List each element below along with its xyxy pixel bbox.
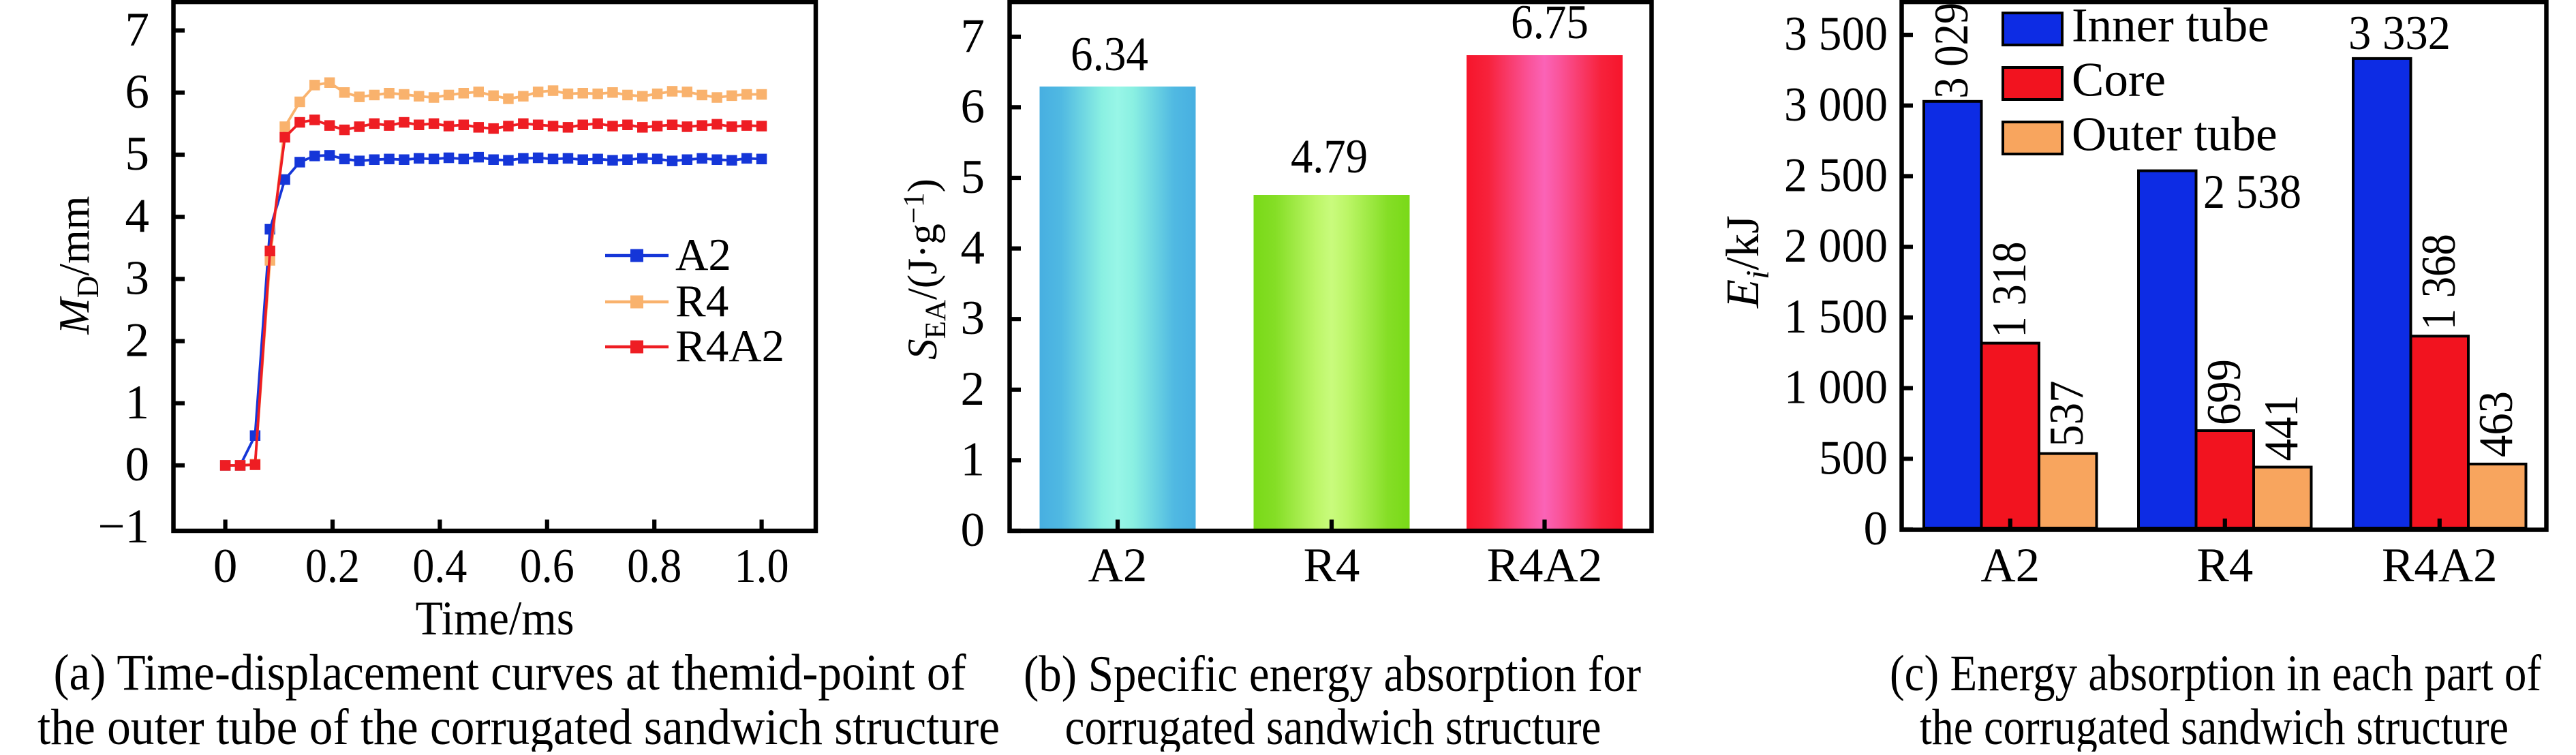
svg-text:3 332: 3 332 <box>2348 7 2451 60</box>
svg-text:3: 3 <box>125 251 150 305</box>
svg-text:1 368: 1 368 <box>2412 234 2466 330</box>
svg-text:0.8: 0.8 <box>627 540 681 593</box>
svg-text:3 029: 3 029 <box>1925 3 1978 99</box>
svg-text:2 538: 2 538 <box>2203 166 2301 219</box>
svg-text:699: 699 <box>2198 359 2251 425</box>
svg-text:4: 4 <box>125 189 150 243</box>
svg-text:4: 4 <box>961 221 985 275</box>
svg-text:4.79: 4.79 <box>1291 130 1368 183</box>
svg-text:1: 1 <box>125 376 150 429</box>
svg-text:3 000: 3 000 <box>1784 78 1888 132</box>
svg-text:3: 3 <box>961 292 985 345</box>
svg-text:Time/ms: Time/ms <box>416 592 574 645</box>
svg-text:6.34: 6.34 <box>1071 28 1148 81</box>
svg-text:441: 441 <box>2255 395 2308 461</box>
svg-text:(c) Energy absorption in each: (c) Energy absorption in each part of <box>1890 645 2541 702</box>
svg-text:A2: A2 <box>1980 539 2040 592</box>
svg-text:A2: A2 <box>675 230 731 280</box>
svg-text:1 000: 1 000 <box>1784 361 1888 414</box>
svg-text:R4A2: R4A2 <box>2382 539 2498 592</box>
svg-text:−1: −1 <box>97 500 149 553</box>
svg-text:A2: A2 <box>1088 539 1148 592</box>
svg-text:R4A2: R4A2 <box>1487 539 1603 592</box>
svg-text:corrugated sandwich structure: corrugated sandwich structure <box>1065 699 1601 752</box>
svg-text:1 500: 1 500 <box>1784 290 1888 343</box>
svg-text:0.2: 0.2 <box>305 540 360 593</box>
svg-text:(a) Time-displacement curves a: (a) Time-displacement curves at themid-p… <box>54 645 966 701</box>
svg-text:R4: R4 <box>1304 539 1360 592</box>
svg-text:7: 7 <box>125 3 150 57</box>
svg-text:R4: R4 <box>2196 539 2253 592</box>
svg-text:2: 2 <box>961 363 985 416</box>
svg-text:(b) Specific energy absorption: (b) Specific energy absorption for <box>1024 646 1641 703</box>
svg-text:MD/mm: MD/mm <box>50 196 105 335</box>
svg-text:2: 2 <box>125 314 150 367</box>
svg-text:7: 7 <box>961 10 985 63</box>
svg-text:5: 5 <box>961 151 985 204</box>
svg-text:the outer tube of the corrugat: the outer tube of the corrugated sandwic… <box>37 699 1000 752</box>
svg-text:500: 500 <box>1819 431 1888 484</box>
svg-text:0.6: 0.6 <box>520 540 574 593</box>
svg-text:R4A2: R4A2 <box>675 321 784 371</box>
svg-text:0: 0 <box>213 540 238 593</box>
svg-text:SEA/(J·g−1): SEA/(J·g−1) <box>898 179 952 360</box>
svg-text:6: 6 <box>961 80 985 133</box>
svg-text:5: 5 <box>125 127 150 181</box>
svg-text:R4: R4 <box>675 276 729 326</box>
svg-text:2 000: 2 000 <box>1784 219 1888 273</box>
svg-text:0: 0 <box>125 438 150 491</box>
svg-text:1: 1 <box>961 433 985 486</box>
svg-text:463: 463 <box>2470 391 2523 457</box>
svg-text:537: 537 <box>2040 381 2094 447</box>
svg-text:the corrugated sandwich struct: the corrugated sandwich structure <box>1920 699 2509 752</box>
svg-text:Inner tube: Inner tube <box>2072 0 2269 52</box>
svg-text:0: 0 <box>961 504 985 557</box>
svg-text:1.0: 1.0 <box>735 540 789 593</box>
svg-text:0: 0 <box>1864 502 1888 555</box>
svg-text:2 500: 2 500 <box>1784 149 1888 202</box>
svg-text:6: 6 <box>125 65 150 119</box>
svg-text:1 318: 1 318 <box>1983 242 2036 338</box>
svg-text:Ei/kJ: Ei/kJ <box>1717 215 1776 309</box>
svg-text:0.4: 0.4 <box>412 540 467 593</box>
svg-text:3 500: 3 500 <box>1784 7 1888 61</box>
svg-text:6.75: 6.75 <box>1511 0 1589 49</box>
svg-text:Outer tube: Outer tube <box>2072 108 2278 161</box>
svg-text:Core: Core <box>2072 54 2166 107</box>
